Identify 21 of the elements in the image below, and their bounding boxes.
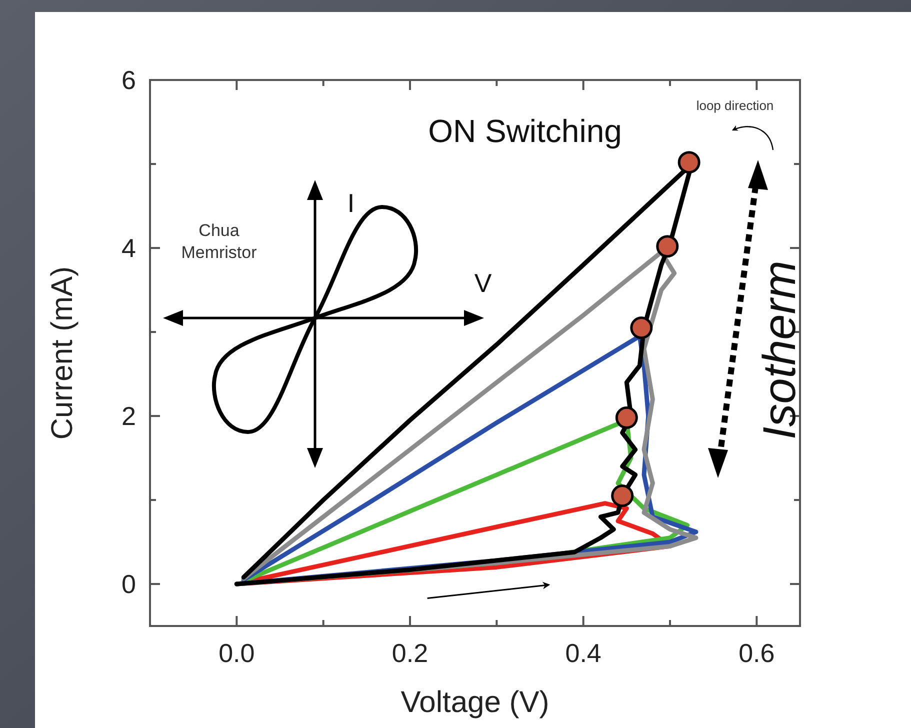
y-tick-label: 4 xyxy=(122,233,136,263)
point xyxy=(615,406,638,429)
annotation: Isotherm xyxy=(753,260,805,440)
point xyxy=(611,484,634,508)
point xyxy=(678,151,700,174)
annotation: Chua Memristor xyxy=(181,221,258,262)
annotation: I xyxy=(347,188,355,218)
y-axis-title: Current (mA) xyxy=(46,266,79,440)
x-tick-label: 0.6 xyxy=(738,638,775,668)
x-tick-label: 0.4 xyxy=(565,638,602,668)
point xyxy=(630,316,653,340)
x-tick-label: 0.2 xyxy=(392,638,428,668)
y-tick-label: 6 xyxy=(122,65,136,95)
annotation: loop direction xyxy=(696,98,774,113)
point xyxy=(656,235,679,258)
x-axis-title: Voltage (V) xyxy=(400,686,550,719)
y-tick-label: 0 xyxy=(122,569,136,599)
annotation: V xyxy=(474,268,492,298)
annotation: ON Switching xyxy=(428,113,622,149)
x-tick-label: 0.0 xyxy=(218,638,255,668)
y-tick-label: 2 xyxy=(122,401,136,431)
